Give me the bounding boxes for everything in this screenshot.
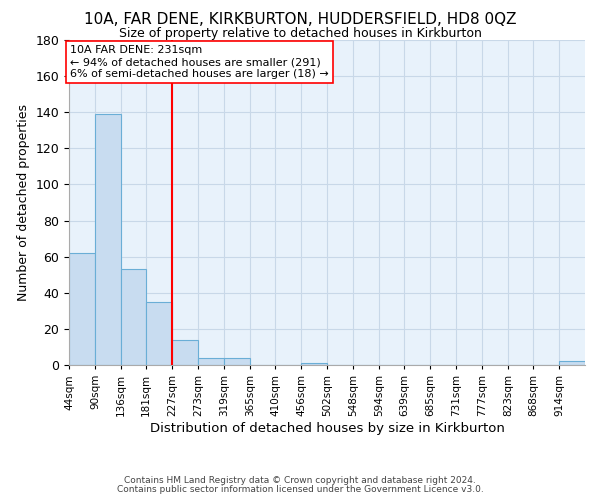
Bar xyxy=(146,302,172,365)
Text: 10A FAR DENE: 231sqm
← 94% of detached houses are smaller (291)
6% of semi-detac: 10A FAR DENE: 231sqm ← 94% of detached h… xyxy=(70,46,329,78)
Bar xyxy=(301,363,327,365)
Bar xyxy=(172,340,198,365)
Y-axis label: Number of detached properties: Number of detached properties xyxy=(17,104,30,301)
Bar xyxy=(69,253,95,365)
X-axis label: Distribution of detached houses by size in Kirkburton: Distribution of detached houses by size … xyxy=(149,422,505,434)
Bar xyxy=(224,358,250,365)
Text: 10A, FAR DENE, KIRKBURTON, HUDDERSFIELD, HD8 0QZ: 10A, FAR DENE, KIRKBURTON, HUDDERSFIELD,… xyxy=(84,12,516,28)
Bar xyxy=(95,114,121,365)
Text: Contains HM Land Registry data © Crown copyright and database right 2024.: Contains HM Land Registry data © Crown c… xyxy=(124,476,476,485)
Bar xyxy=(198,358,224,365)
Bar xyxy=(559,362,585,365)
Text: Contains public sector information licensed under the Government Licence v3.0.: Contains public sector information licen… xyxy=(116,485,484,494)
Bar xyxy=(121,270,146,365)
Text: Size of property relative to detached houses in Kirkburton: Size of property relative to detached ho… xyxy=(119,28,481,40)
